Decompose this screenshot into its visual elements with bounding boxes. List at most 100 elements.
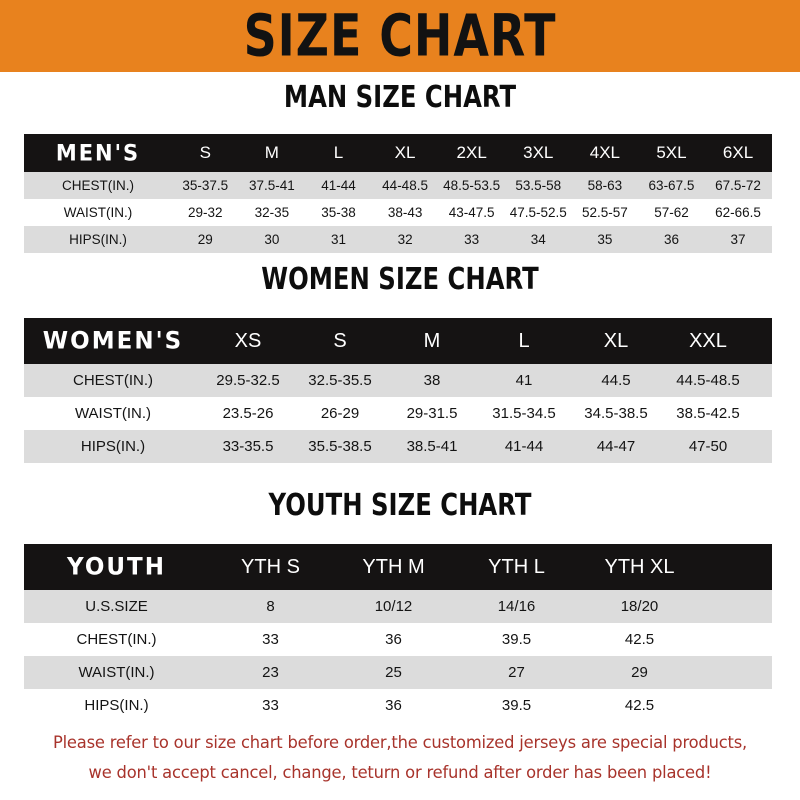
youth-size-table: YOUTH YTH S YTH M YTH L YTH XL U.S.SIZE 8 10/12… <box>24 544 772 722</box>
youth-size-section: YOUTH SIZE CHART YOUTH YTH S YTH M YTH L YTH… <box>0 488 800 722</box>
men-size-section: MAN SIZE CHART MEN'S S M L XL 2XL 3XL 4XL 5XL 6XL… <box>0 80 800 253</box>
youth-measure-value: 33 <box>262 631 279 648</box>
page-title: SIZE CHART <box>243 2 557 70</box>
women-measure-value: 23.5-26 <box>222 405 274 422</box>
women-size-section: WOMEN SIZE CHART WOMEN'S XS S M L XL XXL CHEST(… <box>0 262 800 463</box>
men-size-column-header: M <box>264 143 279 162</box>
men-measure-value: 63-67.5 <box>648 178 695 193</box>
youth-measure-label: HIPS(IN.) <box>84 697 149 714</box>
table-row: WAIST(IN.) 29-32 32-35 35-38 38-43 43-47.5 47.… <box>24 199 772 226</box>
youth-measure-value: 42.5 <box>624 697 655 714</box>
women-table-corner-label: WOMEN'S <box>42 327 184 355</box>
men-measure-value: 43-47.5 <box>448 205 495 220</box>
youth-measure-value: 39.5 <box>501 631 532 648</box>
women-measure-value: 29-31.5 <box>406 405 458 422</box>
men-measure-value: 29 <box>197 232 213 247</box>
men-size-table: MEN'S S M L XL 2XL 3XL 4XL 5XL 6XL CHEST(IN.) 35-37… <box>24 134 772 253</box>
youth-measure-value: 42.5 <box>624 631 655 648</box>
men-measure-value: 44-48.5 <box>382 178 428 193</box>
men-measure-value: 62-66.5 <box>715 205 761 220</box>
men-measure-value: 32 <box>397 232 413 247</box>
women-measure-value: 33-35.5 <box>222 438 274 455</box>
men-measure-value: 35-38 <box>321 205 356 220</box>
men-measure-value: 32-35 <box>254 205 290 220</box>
men-measure-label: HIPS(IN.) <box>69 232 127 247</box>
women-measure-label: WAIST(IN.) <box>74 405 152 422</box>
women-measure-value: 29.5-32.5 <box>216 372 280 389</box>
women-table-header-row: WOMEN'S XS S M L XL XXL <box>24 318 772 364</box>
women-section-title: WOMEN SIZE CHART <box>261 262 539 297</box>
women-measure-value: 38.5-41 <box>406 438 458 455</box>
order-policy-line-1: Please refer to our size chart before or… <box>52 733 748 753</box>
women-measure-value: 38.5-42.5 <box>676 405 740 422</box>
youth-size-column-header: YTH L <box>488 555 545 578</box>
men-measure-value: 67.5-72 <box>715 178 761 193</box>
table-row: HIPS(IN.) 33-35.5 35.5-38.5 38.5-41 41-44 44-… <box>24 430 772 463</box>
youth-measure-value: 27 <box>508 664 525 681</box>
women-size-column-header: L <box>518 329 530 352</box>
women-measure-value: 41-44 <box>504 438 544 455</box>
order-policy-line-2: we don't accept cancel, change, teturn o… <box>88 763 712 783</box>
youth-measure-value: 39.5 <box>501 697 532 714</box>
men-measure-value: 29-32 <box>188 205 223 220</box>
women-measure-value: 31.5-34.5 <box>492 405 556 422</box>
table-row: CHEST(IN.) 33 36 39.5 42.5 <box>24 623 772 656</box>
men-measure-value: 30 <box>264 232 280 247</box>
youth-table-header-row: YOUTH YTH S YTH M YTH L YTH XL <box>24 544 772 590</box>
youth-size-column-header: YTH S <box>241 555 300 578</box>
women-size-column-header: XXL <box>689 329 727 352</box>
women-measure-value: 44-47 <box>596 438 636 455</box>
men-measure-value: 52.5-57 <box>581 205 628 220</box>
men-measure-value: 37 <box>730 232 746 247</box>
men-size-column-header: 2XL <box>456 143 487 162</box>
men-measure-value: 31 <box>330 232 346 247</box>
table-row: WAIST(IN.) 23 25 27 29 <box>24 656 772 689</box>
women-measure-value: 47-50 <box>688 438 728 455</box>
men-size-column-header: 4XL <box>589 143 620 162</box>
youth-measure-value: 8 <box>266 598 275 615</box>
men-size-column-header: L <box>333 143 344 162</box>
women-measure-label: CHEST(IN.) <box>73 372 153 389</box>
youth-measure-value: 33 <box>262 697 279 714</box>
youth-measure-label: U.S.SIZE <box>85 598 148 615</box>
men-measure-value: 35-37.5 <box>182 178 229 193</box>
men-size-column-header: S <box>199 143 211 162</box>
women-measure-value: 41 <box>515 372 533 389</box>
women-measure-value: 32.5-35.5 <box>308 372 372 389</box>
youth-measure-value: 25 <box>385 664 402 681</box>
women-size-column-header: M <box>423 329 441 352</box>
men-size-column-header: 5XL <box>656 143 687 162</box>
youth-measure-value: 14/16 <box>497 598 536 615</box>
women-size-column-header: XS <box>234 329 262 352</box>
men-measure-label: WAIST(IN.) <box>63 205 133 220</box>
youth-section-title: YOUTH SIZE CHART <box>268 488 532 523</box>
youth-measure-value: 23 <box>262 664 279 681</box>
table-row: HIPS(IN.) 29 30 31 32 33 34 35 36 37 <box>24 226 772 253</box>
women-measure-value: 38 <box>423 372 441 389</box>
women-size-table: WOMEN'S XS S M L XL XXL CHEST(IN.) 29.5-32.5 32.5… <box>24 318 772 463</box>
order-policy-note: Please refer to our size chart before or… <box>16 728 784 788</box>
table-row: HIPS(IN.) 33 36 39.5 42.5 <box>24 689 772 722</box>
men-measure-value: 34 <box>530 232 546 247</box>
men-measure-value: 37.5-41 <box>248 178 295 193</box>
table-row: WAIST(IN.) 23.5-26 26-29 29-31.5 31.5-34.5 34… <box>24 397 772 430</box>
men-measure-value: 53.5-58 <box>515 178 562 193</box>
men-measure-value: 35 <box>597 232 613 247</box>
men-measure-value: 36 <box>663 232 679 247</box>
men-measure-value: 57-62 <box>654 205 689 220</box>
table-row: CHEST(IN.) 35-37.5 37.5-41 41-44 44-48.5 48.5… <box>24 172 772 199</box>
women-measure-value: 34.5-38.5 <box>584 405 648 422</box>
table-row: CHEST(IN.) 29.5-32.5 32.5-35.5 38 41 44.5 44.5… <box>24 364 772 397</box>
men-measure-value: 58-63 <box>587 178 623 193</box>
women-size-column-header: S <box>333 329 347 352</box>
men-measure-value: 41-44 <box>321 178 356 193</box>
youth-measure-label: CHEST(IN.) <box>76 631 157 648</box>
youth-measure-value: 18/20 <box>620 598 659 615</box>
youth-measure-label: WAIST(IN.) <box>78 664 155 681</box>
youth-size-column-header: YTH XL <box>604 555 675 578</box>
men-section-title: MAN SIZE CHART <box>283 80 517 115</box>
men-measure-value: 33 <box>464 232 480 247</box>
women-measure-value: 44.5 <box>601 372 631 389</box>
youth-measure-value: 36 <box>385 697 402 714</box>
